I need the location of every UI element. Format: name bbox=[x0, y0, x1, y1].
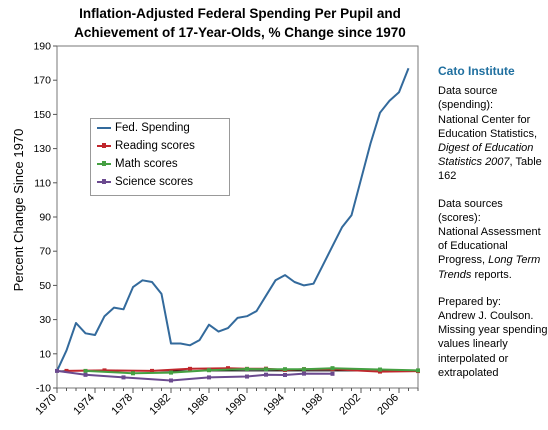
legend-entry: Reading scores bbox=[91, 137, 229, 155]
x-tick-label: 1974 bbox=[71, 392, 97, 418]
series-point-1 bbox=[150, 368, 154, 373]
y-tick-label: 130 bbox=[33, 143, 51, 155]
legend-label: Reading scores bbox=[115, 140, 195, 152]
series-point-2 bbox=[283, 367, 287, 372]
legend-swatch bbox=[97, 161, 111, 166]
x-tick-label: 2006 bbox=[375, 392, 401, 418]
x-tick-label: 2002 bbox=[337, 392, 363, 418]
series-point-2 bbox=[169, 370, 173, 375]
series-point-1 bbox=[102, 368, 107, 373]
series-point-2 bbox=[207, 368, 211, 373]
series-point-2 bbox=[264, 367, 268, 372]
series-point-3 bbox=[207, 375, 211, 380]
series-point-3 bbox=[245, 374, 249, 379]
series-point-3 bbox=[169, 378, 173, 383]
series-point-3 bbox=[330, 371, 335, 376]
series-line-3 bbox=[56, 369, 333, 382]
spending-source: Data source (spending): National Center … bbox=[438, 84, 548, 183]
spending-source-label: Data source (spending): bbox=[438, 85, 498, 112]
series-point-3 bbox=[83, 372, 88, 377]
x-tick-label: 1978 bbox=[109, 392, 135, 418]
legend-swatch bbox=[97, 179, 111, 184]
prepared-label: Prepared by: bbox=[438, 295, 501, 308]
series-line-0 bbox=[56, 67, 410, 372]
y-tick-label: 110 bbox=[34, 177, 51, 189]
scores-source-italic: Long Term Trends bbox=[438, 254, 541, 281]
series-point-1 bbox=[378, 369, 382, 374]
series-point-2 bbox=[83, 368, 88, 373]
x-tick-label: 1982 bbox=[147, 392, 173, 418]
scores-source-text-a: National Assessment of Educational Progr… bbox=[438, 226, 541, 267]
sidebar-notes: Cato Institute Data source (spending): N… bbox=[438, 64, 548, 393]
scores-source-label: Data sources (scores): bbox=[438, 197, 503, 224]
prepared-note: Missing year spending values linearly in… bbox=[438, 324, 548, 379]
x-tick-label: 1998 bbox=[299, 392, 325, 418]
y-tick-label: 150 bbox=[33, 109, 51, 121]
series-point-2 bbox=[378, 367, 382, 372]
org-name: Cato Institute bbox=[438, 64, 515, 78]
legend-marker bbox=[102, 161, 106, 166]
y-tick-label: 30 bbox=[39, 314, 51, 326]
legend-entry: Science scores bbox=[91, 173, 229, 191]
x-tick-label: 1994 bbox=[261, 392, 287, 418]
y-tick-label: 10 bbox=[39, 348, 51, 360]
series-point-3 bbox=[264, 372, 268, 377]
legend-entry: Math scores bbox=[91, 155, 229, 173]
series-point-1 bbox=[226, 366, 230, 371]
legend-label: Math scores bbox=[115, 158, 178, 170]
series-point-2 bbox=[330, 366, 335, 371]
prepared-name: Andrew J. Coulson. bbox=[438, 310, 534, 323]
scores-source: Data sources (scores): National Assessme… bbox=[438, 197, 548, 282]
y-tick-label: 190 bbox=[33, 41, 51, 53]
plot-frame bbox=[56, 45, 419, 389]
y-tick-label: 70 bbox=[39, 246, 51, 258]
prepared-by: Prepared by: Andrew J. Coulson. Missing … bbox=[438, 295, 548, 380]
x-tick-label: 1990 bbox=[223, 392, 249, 418]
legend-marker bbox=[102, 179, 106, 184]
series-point-3 bbox=[283, 373, 287, 378]
series-point-2 bbox=[416, 368, 420, 373]
y-tick-label: 90 bbox=[39, 212, 51, 224]
legend-label: Science scores bbox=[115, 176, 193, 188]
series-point-3 bbox=[121, 375, 126, 380]
series-point-1 bbox=[188, 366, 192, 371]
series-point-3 bbox=[55, 368, 59, 373]
legend-entry: Fed. Spending bbox=[91, 119, 229, 137]
legend-swatch bbox=[97, 127, 111, 129]
x-tick-label: 1970 bbox=[33, 392, 59, 418]
y-tick-label: 50 bbox=[39, 280, 51, 292]
series-point-2 bbox=[302, 367, 306, 372]
spending-source-italic: Digest of Education Statistics 2007 bbox=[438, 142, 534, 169]
chart-title-line-1: Inflation-Adjusted Federal Spending Per … bbox=[79, 6, 401, 21]
spending-source-text-a: National Center for Education Statistics… bbox=[438, 113, 538, 140]
y-tick-label: -10 bbox=[36, 383, 51, 395]
legend: Fed. Spending Reading scores Math scores Sc… bbox=[90, 118, 230, 196]
y-tick-label: 170 bbox=[33, 75, 51, 87]
chart-title-line-2: Achievement of 17-Year-Olds, % Change si… bbox=[74, 25, 406, 40]
series-point-3 bbox=[302, 371, 306, 376]
series-point-1 bbox=[64, 368, 69, 373]
scores-source-text-b: reports. bbox=[471, 268, 512, 281]
legend-label: Fed. Spending bbox=[115, 122, 190, 134]
x-tick-label: 1986 bbox=[185, 392, 211, 418]
spending-source-text-b: , Table 162 bbox=[438, 156, 542, 183]
series-point-2 bbox=[245, 367, 249, 372]
series-point-2 bbox=[131, 371, 135, 376]
legend-marker bbox=[102, 143, 106, 148]
chart-title: Inflation-Adjusted Federal Spending Per … bbox=[40, 4, 440, 42]
legend-swatch bbox=[97, 143, 111, 148]
